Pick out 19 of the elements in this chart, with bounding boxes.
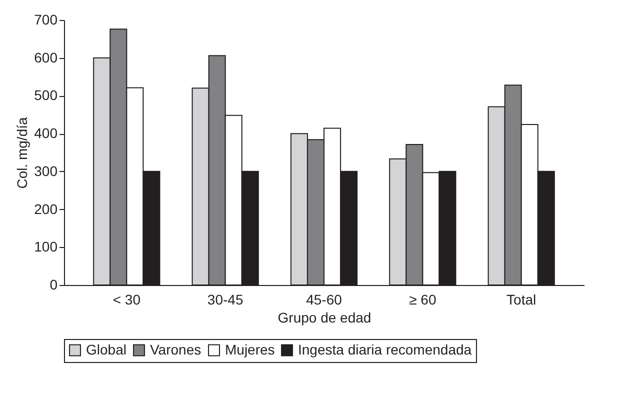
y-axis-title: Col. mg/día: [14, 116, 30, 189]
legend-label: Global: [86, 341, 126, 358]
y-tick-label: 700: [34, 12, 58, 28]
legend-label: Varones: [150, 341, 202, 358]
y-tick-label: 500: [34, 87, 58, 104]
y-tick-label: 600: [34, 49, 58, 66]
legend-label: Mujeres: [225, 341, 275, 358]
x-axis-title: Grupo de edad: [278, 310, 372, 326]
x-tick-label: Total: [506, 292, 536, 308]
y-tick-label: 200: [34, 200, 58, 217]
x-tick-label: ≥ 60: [409, 292, 436, 308]
y-tick-label: 400: [34, 125, 58, 142]
y-tick-label: 300: [34, 162, 58, 179]
x-tick-label: < 30: [112, 292, 141, 308]
x-tick-label: 45-60: [306, 292, 342, 308]
y-tick-label: 0: [50, 276, 58, 292]
x-tick-label: 30-45: [207, 292, 244, 308]
y-tick-label: 100: [34, 238, 58, 255]
legend-label: Ingesta diaria recomendada: [298, 341, 472, 358]
